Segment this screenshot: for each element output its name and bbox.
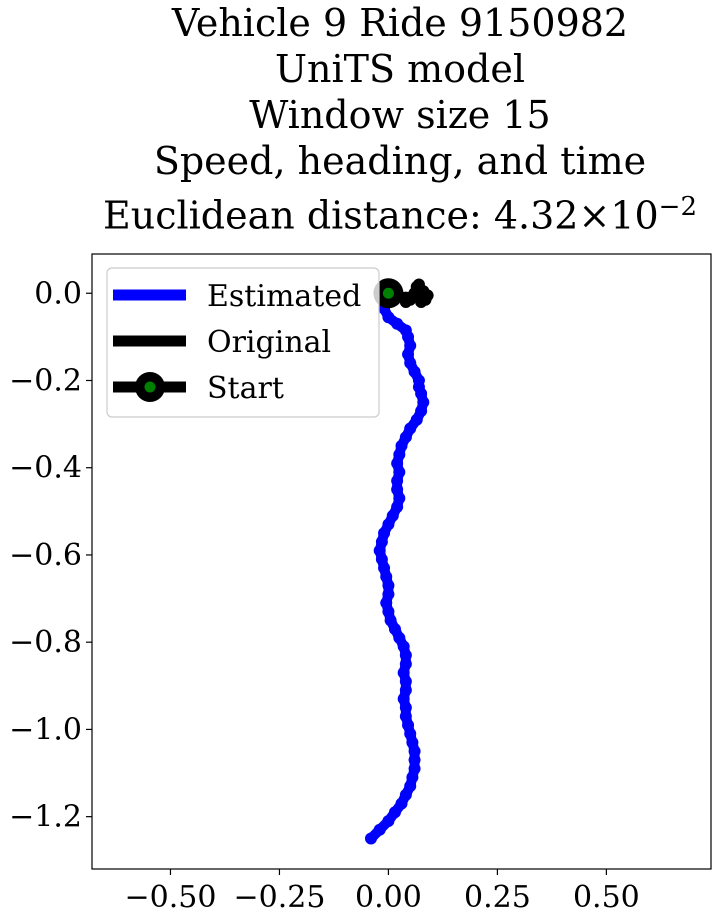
title-line-2: UniTS model xyxy=(275,47,525,91)
title-line-5: Euclidean distance: 4.32×10−2 xyxy=(0,184,719,239)
series-point-estimated xyxy=(408,753,421,766)
x-tick-label: 0.50 xyxy=(573,880,640,915)
legend-box xyxy=(106,267,380,418)
start-marker-center xyxy=(382,287,394,299)
series-point-estimated xyxy=(399,701,412,714)
distance-base: 10 xyxy=(610,193,659,238)
series-point-estimated xyxy=(408,745,421,758)
chart-title: Vehicle 9 Ride 9150982 UniTS model Windo… xyxy=(0,0,719,239)
series-point-estimated xyxy=(388,806,401,819)
series-layer xyxy=(364,278,434,845)
series-point-original xyxy=(412,278,425,291)
y-tick-label: −0.2 xyxy=(9,363,82,398)
x-axis: −0.50 −0.25 0.00 0.25 0.50 xyxy=(124,869,640,915)
series-point-estimated xyxy=(399,675,412,688)
legend-start-marker-center xyxy=(144,381,156,393)
y-tick-label: −0.8 xyxy=(9,625,82,660)
y-tick-label: −1.2 xyxy=(9,800,82,835)
title-line-1: Vehicle 9 Ride 9150982 xyxy=(171,1,629,45)
y-tick-label: 0.0 xyxy=(34,276,82,311)
series-point-estimated xyxy=(364,832,377,845)
title-line-3: Window size 15 xyxy=(249,93,551,137)
x-tick-label: 0.25 xyxy=(464,880,531,915)
series-point-estimated xyxy=(373,823,386,836)
series-point-estimated xyxy=(399,649,412,662)
y-axis: 0.0 −0.2 −0.4 −0.6 −0.8 −1.0 −1.2 xyxy=(9,276,92,835)
y-tick-label: −1.0 xyxy=(9,712,82,747)
x-tick-label: 0.00 xyxy=(355,880,422,915)
legend-label-start: Start xyxy=(207,371,284,406)
title-line-4: Speed, heading, and time xyxy=(153,139,647,183)
distance-mantissa: 4.32 xyxy=(493,193,579,238)
legend-label-estimated: Estimated xyxy=(207,279,361,314)
series-point-estimated xyxy=(395,797,408,810)
series-point-estimated xyxy=(410,413,423,426)
series-point-estimated xyxy=(382,815,395,828)
y-tick-label: −0.6 xyxy=(9,538,82,573)
series-point-estimated xyxy=(382,579,395,592)
distance-exponent: −2 xyxy=(658,192,697,222)
axes-frame xyxy=(91,253,712,870)
x-tick-label: −0.25 xyxy=(233,880,325,915)
legend-label-original: Original xyxy=(207,325,331,360)
distance-times: × xyxy=(578,193,611,238)
series-point-estimated xyxy=(391,474,404,487)
series-point-estimated xyxy=(382,311,395,324)
x-tick-label: −0.50 xyxy=(124,880,216,915)
distance-label: Euclidean distance: xyxy=(103,193,494,238)
series-point-estimated xyxy=(391,317,404,330)
legend: Estimated Original Start xyxy=(106,267,380,418)
y-tick-label: −0.4 xyxy=(9,451,82,486)
